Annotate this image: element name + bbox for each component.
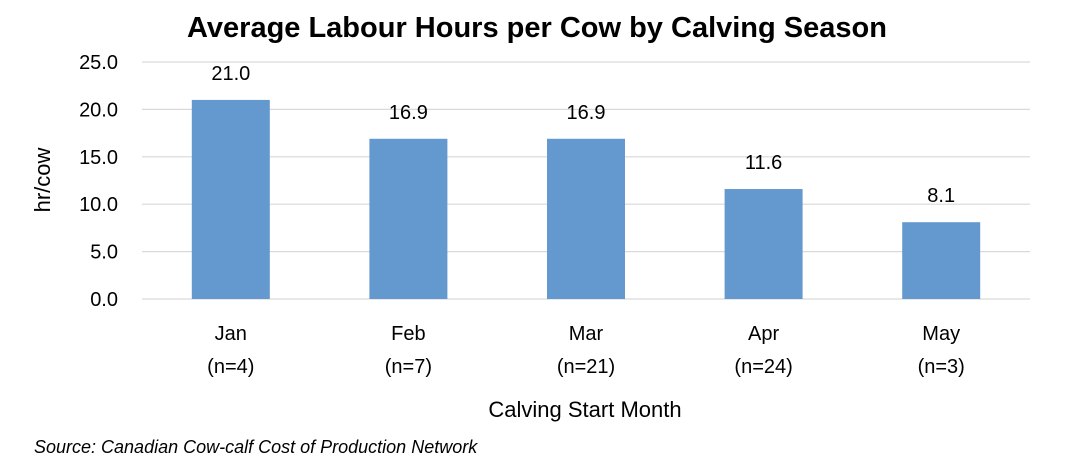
x-category-sample-size: (n=24) bbox=[734, 356, 792, 378]
source-note: Source: Canadian Cow-calf Cost of Produc… bbox=[34, 437, 478, 457]
x-axis-title: Calving Start Month bbox=[488, 397, 681, 422]
x-category-sample-size: (n=21) bbox=[557, 356, 615, 378]
x-category-label: May bbox=[922, 323, 960, 345]
y-tick-label: 15.0 bbox=[79, 147, 118, 169]
bar-apr bbox=[724, 189, 803, 299]
data-labels: 21.0 16.9 16.9 11.6 8.1 bbox=[211, 63, 955, 207]
x-axis-categories: Jan (n=4) Feb (n=7) Mar (n=21) Apr (n=24) May (n=… bbox=[207, 323, 965, 378]
data-label: 16.9 bbox=[567, 102, 606, 124]
y-axis-ticks: 0.0 5.0 10.0 15.0 20.0 25.0 bbox=[79, 52, 118, 311]
data-label: 11.6 bbox=[745, 152, 782, 174]
bar-mar bbox=[547, 138, 625, 299]
y-tick-label: 5.0 bbox=[90, 242, 118, 264]
x-category-sample-size: (n=7) bbox=[385, 356, 432, 378]
y-tick-label: 10.0 bbox=[79, 194, 118, 216]
x-category-label: Apr bbox=[748, 323, 779, 345]
chart-title: Average Labour Hours per Cow by Calving … bbox=[187, 12, 887, 44]
data-label: 21.0 bbox=[211, 63, 250, 85]
y-tick-label: 0.0 bbox=[90, 289, 118, 311]
bars bbox=[191, 99, 981, 299]
x-category-sample-size: (n=3) bbox=[918, 356, 965, 378]
x-category-label: Jan bbox=[215, 323, 247, 345]
x-category-sample-size: (n=4) bbox=[207, 356, 254, 378]
bar-may bbox=[902, 222, 981, 299]
y-axis-title: hr/cow bbox=[30, 147, 55, 212]
x-category-label: Mar bbox=[569, 323, 604, 345]
y-tick-label: 20.0 bbox=[79, 99, 118, 121]
bar-jan bbox=[191, 99, 270, 299]
y-tick-label: 25.0 bbox=[79, 52, 118, 74]
bar-feb bbox=[369, 138, 448, 299]
data-label: 16.9 bbox=[389, 102, 428, 124]
data-label: 8.1 bbox=[927, 185, 955, 207]
x-category-label: Feb bbox=[391, 323, 425, 345]
